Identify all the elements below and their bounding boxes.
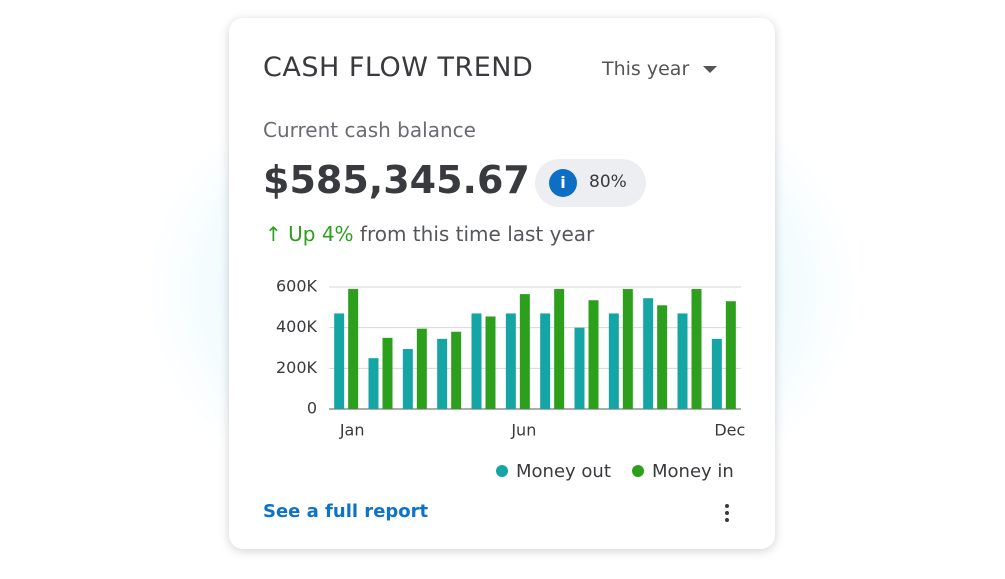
bar — [485, 316, 496, 409]
info-icon[interactable]: i — [549, 169, 577, 197]
badge-value: 80% — [589, 172, 627, 192]
change-row: ↑ Up 4% from this time last year — [265, 222, 594, 246]
up-arrow: ↑ — [265, 222, 282, 246]
bar — [451, 331, 462, 409]
legend-marker — [632, 465, 644, 477]
bar — [382, 337, 393, 409]
bar — [505, 313, 516, 409]
bar — [588, 300, 599, 409]
y-tick-label: 0 — [307, 399, 317, 418]
bar — [657, 305, 668, 409]
bar — [608, 313, 619, 409]
bar — [334, 313, 345, 409]
cash-flow-card — [229, 18, 775, 549]
balance-label: Current cash balance — [263, 118, 476, 142]
bar — [437, 338, 448, 409]
bar — [540, 313, 551, 409]
period-label: This year — [602, 58, 690, 80]
change-text: from this time last year — [359, 222, 595, 246]
legend-label: Money in — [652, 461, 734, 482]
bar — [402, 349, 413, 409]
bar — [711, 338, 722, 409]
x-tick-label: Jun — [510, 421, 536, 440]
bar — [622, 289, 633, 409]
y-tick-label: 200K — [276, 358, 318, 377]
bar — [368, 358, 379, 409]
y-tick-label: 600K — [276, 277, 318, 296]
bar — [677, 313, 688, 409]
bar — [574, 327, 585, 409]
bar — [691, 289, 702, 409]
bar — [471, 313, 482, 409]
bar — [519, 294, 530, 409]
y-tick-label: 400K — [276, 317, 318, 336]
x-tick-label: Dec — [714, 421, 745, 440]
bar — [554, 289, 565, 409]
change-amount: Up 4% — [288, 222, 354, 246]
x-tick-label: Jan — [339, 421, 365, 440]
bar — [725, 301, 736, 409]
bar — [348, 289, 359, 409]
dropdown-caret — [703, 65, 718, 73]
bar — [643, 298, 654, 409]
badge: i 80% — [535, 159, 646, 207]
legend-label: Money out — [516, 461, 611, 482]
balance-amount: $585,345.67 — [263, 158, 530, 202]
more-menu[interactable] — [719, 502, 735, 524]
card-title: CASH FLOW TREND — [263, 52, 534, 83]
legend-marker — [496, 465, 508, 477]
full-report-link[interactable]: See a full report — [263, 501, 429, 522]
bar — [416, 328, 427, 409]
period-dropdown[interactable]: This year — [602, 58, 718, 80]
